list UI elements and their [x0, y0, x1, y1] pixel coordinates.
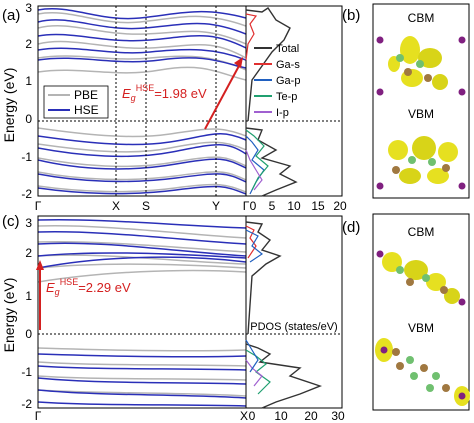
legend-pbe: PBE	[74, 88, 98, 102]
y-tick: -2	[21, 187, 32, 201]
cbm-orbital-d	[376, 250, 466, 306]
gap-arrowhead-c	[36, 260, 44, 270]
k-label: Γ	[35, 199, 42, 213]
y-tick: 2	[25, 37, 32, 51]
pdos-plot-a: Total Ga-s Ga-p Te-p I-p 0 5 10 15 20	[245, 5, 347, 213]
y-tick: 1	[25, 74, 32, 88]
panel-label-c: (c)	[2, 213, 20, 230]
pdos-tick: 10	[274, 409, 288, 423]
cbm-label-b: CBM	[408, 11, 435, 25]
k-label: Γ	[35, 409, 42, 423]
legend-te-p: Te-p	[276, 91, 297, 103]
y-tick: -2	[21, 397, 32, 411]
gap-label-c: EgHSE=2.29 eV	[46, 277, 131, 297]
y-tick: 0	[25, 112, 32, 126]
legend-i-p: I-p	[276, 107, 289, 119]
panel-d: (d) CBM VBM	[342, 213, 470, 411]
y-axis-label-a: Energy (eV)	[1, 68, 17, 143]
pdos-tick: 20	[333, 199, 347, 213]
vbm-label-d: VBM	[408, 321, 434, 335]
y-axis-label-c: Energy (eV)	[1, 278, 17, 353]
y-tick: 0	[25, 327, 32, 341]
pdos-tick: 20	[304, 409, 318, 423]
y-tick: -1	[21, 365, 32, 379]
panel-c: (c) Energy (eV) 3 2 1 0 -1 -2	[1, 213, 345, 423]
pdos-legend-a: Total Ga-s Ga-p Te-p I-p	[254, 43, 300, 119]
y-tick: 2	[25, 246, 32, 260]
k-label: S	[142, 199, 150, 213]
band-plot-a: PBE HSE EgHSE=1.98 eV Γ X S Y Γ	[35, 5, 250, 213]
gap-arrowhead-a	[234, 57, 243, 68]
k-label: X	[112, 199, 120, 213]
panel-label-d: (d)	[342, 219, 360, 236]
panel-label-a: (a)	[2, 7, 20, 24]
cbm-label-d: CBM	[408, 225, 435, 239]
cbm-orbital-b	[376, 36, 466, 96]
pdos-axis-label-c: PDOS (states/eV)	[250, 321, 337, 333]
legend-ga-s: Ga-s	[276, 59, 300, 71]
pdos-plot-c: PDOS (states/eV) 0 10 20 30	[245, 215, 345, 423]
gap-arrow-a	[204, 63, 241, 130]
legend-ga-p: Ga-p	[276, 75, 300, 87]
vbm-orbital-d	[375, 338, 470, 406]
y-ticks-c: 3 2 1 0 -1 -2	[21, 216, 32, 411]
k-label: Y	[212, 199, 220, 213]
orbital-inset-d	[372, 213, 470, 411]
legend-total: Total	[276, 43, 299, 55]
k-label: Γ	[243, 199, 250, 213]
y-tick: 3	[25, 216, 32, 230]
pdos-tick: 0	[249, 409, 256, 423]
y-tick: -1	[21, 150, 32, 164]
legend-hse: HSE	[74, 103, 99, 117]
vbm-label-b: VBM	[408, 107, 434, 121]
panel-b: (b) CBM VBM	[342, 3, 470, 199]
y-tick: 1	[25, 289, 32, 303]
pdos-tick: 10	[287, 199, 301, 213]
orbital-inset-b	[372, 3, 470, 199]
gap-label-a: EgHSE=1.98 eV	[122, 83, 207, 103]
band-plot-c: EgHSE=2.29 eV Γ X	[35, 215, 248, 423]
k-label: X	[240, 409, 248, 423]
legend-a: PBE HSE	[43, 85, 109, 119]
panel-a: (a) Energy (eV) 3 2 1 0 -1 -2	[1, 1, 347, 213]
vbm-orbital-b	[376, 136, 466, 190]
pdos-tick: 30	[331, 409, 345, 423]
pdos-tick: 15	[311, 199, 325, 213]
panel-label-b: (b)	[342, 7, 360, 24]
pdos-tick: 0	[250, 199, 257, 213]
pdos-tick: 5	[269, 199, 276, 213]
y-tick: 3	[25, 1, 32, 15]
y-ticks-a: 3 2 1 0 -1 -2	[21, 1, 32, 201]
